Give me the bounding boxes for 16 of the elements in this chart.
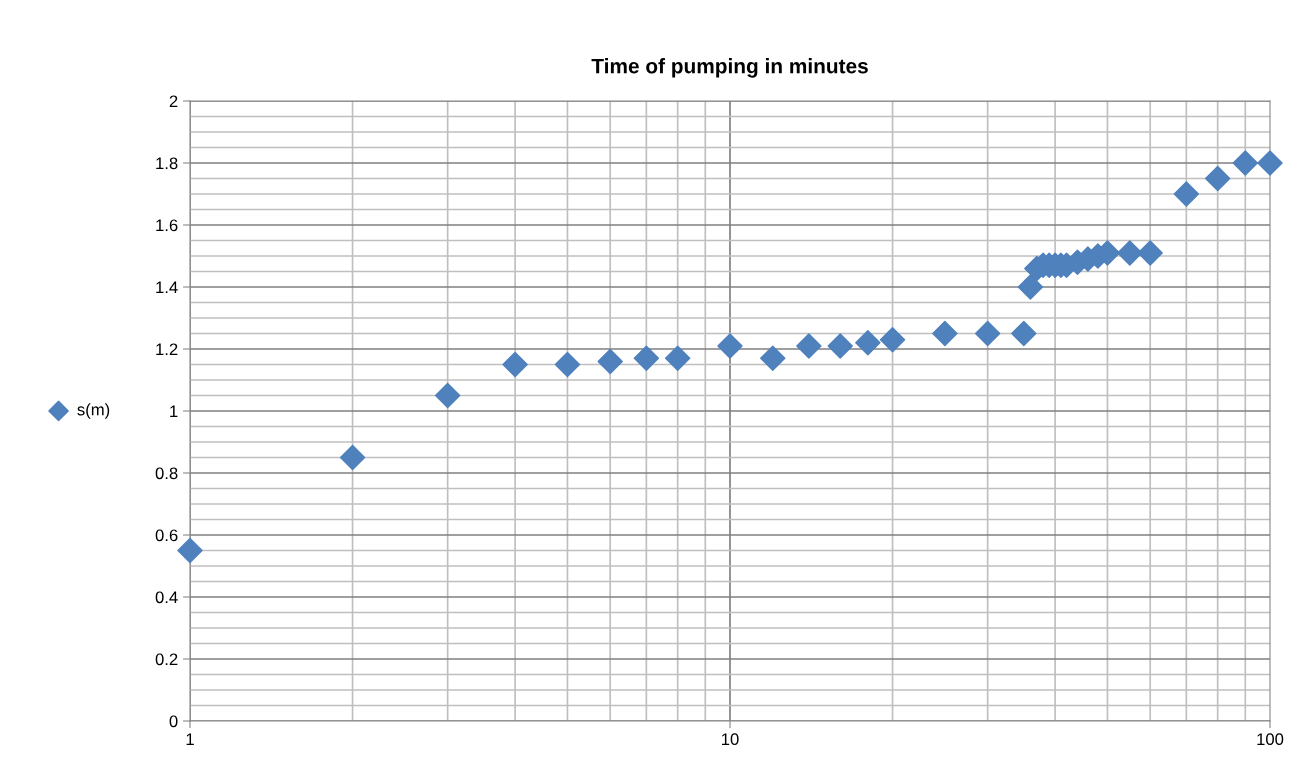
y-tick-label: 0.4 [155,591,178,604]
legend-label: s(m) [77,403,110,419]
y-tick-label: 1 [170,405,178,418]
y-tick-label: 0.2 [155,653,178,666]
chart-title: Time of pumping in minutes [591,58,868,78]
y-tick-label: 1.8 [156,157,178,170]
y-tick-label: 1.6 [156,219,178,232]
x-tick-label: 10 [722,733,739,746]
x-tick-label: 1 [186,733,194,745]
y-tick-label: 0 [169,715,178,728]
y-tick-label: 2 [169,95,178,108]
y-tick-label: 0.6 [155,529,178,542]
y-tick-label: 0.8 [155,467,178,480]
y-tick-label: 1.4 [156,281,178,294]
x-tick-label: 100 [1257,733,1284,746]
y-tick-label: 1.2 [156,343,178,356]
